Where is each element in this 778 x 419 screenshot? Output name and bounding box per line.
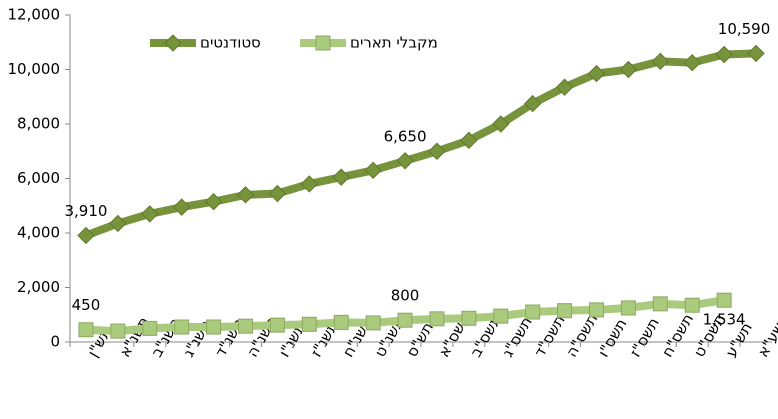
data-point — [460, 131, 478, 150]
data-point — [332, 168, 350, 186]
data-point — [301, 316, 317, 332]
data-point — [557, 303, 573, 319]
y-tick-label: 0 — [50, 333, 60, 351]
data-point — [174, 319, 190, 335]
data-point — [365, 315, 381, 331]
data-point — [651, 52, 670, 71]
data-point — [300, 175, 319, 193]
data-point — [493, 308, 509, 324]
data-point — [142, 320, 158, 336]
data-point — [429, 311, 445, 327]
data-point — [555, 78, 574, 96]
x-tick-label: תשס"ז — [626, 315, 663, 361]
data-point — [110, 323, 126, 339]
data-point — [77, 226, 95, 245]
data-point — [684, 297, 700, 313]
data-point — [620, 300, 636, 316]
data-label: 800 — [391, 287, 420, 305]
data-point — [619, 60, 638, 79]
data-label: 10,590 — [718, 20, 771, 38]
data-point — [492, 115, 510, 133]
data-point — [589, 302, 604, 318]
data-point — [268, 184, 287, 203]
y-tick-label: 4,000 — [17, 224, 60, 242]
data-label: 1,534 — [703, 311, 746, 329]
data-point — [683, 53, 701, 72]
data-point — [238, 318, 253, 334]
data-point — [204, 192, 223, 211]
y-tick-label: 6,000 — [17, 169, 60, 187]
data-point — [109, 214, 127, 233]
data-point — [428, 142, 446, 160]
data-point — [587, 64, 606, 83]
data-point — [715, 45, 733, 64]
data-point — [172, 198, 191, 216]
data-point — [78, 322, 94, 338]
x-tick-label: תשע"א — [754, 311, 778, 361]
data-point — [523, 94, 542, 113]
data-label: 6,650 — [384, 127, 427, 145]
data-label: 450 — [72, 296, 101, 314]
y-tick-label: 12,000 — [8, 6, 61, 24]
data-point — [236, 186, 255, 204]
y-tick-label: 10,000 — [8, 60, 61, 78]
data-point — [164, 34, 182, 52]
data-point — [461, 310, 477, 326]
y-tick-label: 8,000 — [17, 115, 60, 133]
data-point — [333, 314, 349, 330]
data-point — [747, 44, 765, 63]
data-point — [525, 304, 541, 320]
series-line — [84, 49, 757, 240]
data-point — [652, 296, 668, 312]
data-label: 3,910 — [64, 202, 107, 220]
data-point — [206, 319, 222, 335]
data-point — [364, 161, 382, 180]
legend-label: מקבלי תארים — [350, 34, 438, 52]
data-point — [716, 292, 732, 308]
data-point — [397, 312, 413, 328]
data-point — [396, 152, 414, 170]
data-point — [141, 205, 159, 223]
data-point — [269, 317, 285, 333]
legend-label: סטודנטים — [200, 34, 261, 52]
y-tick-label: 2,000 — [17, 278, 60, 296]
data-point — [315, 35, 331, 51]
